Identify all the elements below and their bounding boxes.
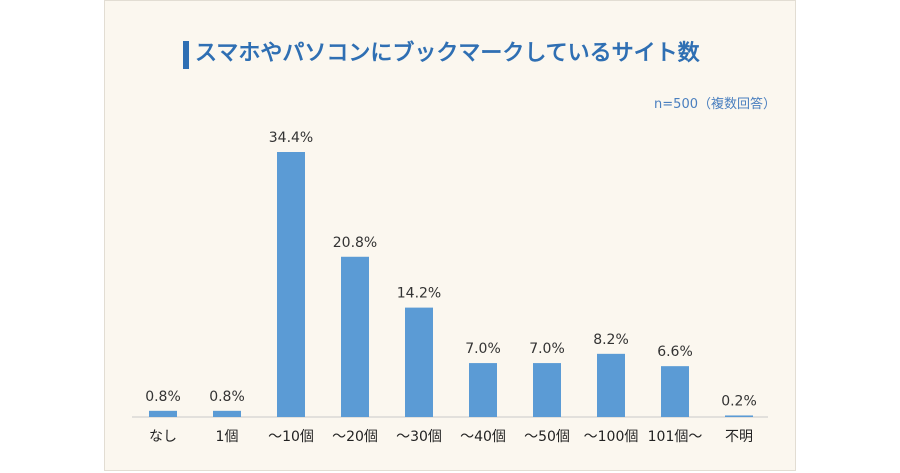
bar-4 xyxy=(405,307,433,417)
bar-6 xyxy=(533,363,561,417)
category-label-5: ～40個 xyxy=(460,429,506,445)
category-label-9: 不明 xyxy=(725,429,753,445)
chart-title: スマホやパソコンにブックマークしているサイト数 xyxy=(195,41,700,66)
category-labels-group: なし 1個 ～10個 ～20個 ～30個 ～40個 ～50個 ～100個 101個～ 不明 xyxy=(149,429,753,445)
title-accent-bar xyxy=(183,41,189,69)
bar-0 xyxy=(149,410,177,417)
sample-size-note: n=500（複数回答） xyxy=(654,97,776,112)
bar-1 xyxy=(213,410,241,417)
value-label-3: 20.8% xyxy=(333,235,377,251)
value-label-2: 34.4% xyxy=(269,130,313,146)
value-labels-group: 0.8% 0.8% 34.4% 20.8% 14.2% 7.0% 7.0% 8.2% 6.6% 0… xyxy=(145,130,757,409)
value-label-8: 6.6% xyxy=(657,344,693,360)
category-label-6: ～50個 xyxy=(524,429,570,445)
value-label-0: 0.8% xyxy=(145,389,181,405)
value-label-5: 7.0% xyxy=(465,341,501,357)
value-label-4: 14.2% xyxy=(397,286,441,302)
bar-3 xyxy=(341,256,369,417)
category-label-1: 1個 xyxy=(216,429,239,445)
category-label-0: なし xyxy=(149,429,177,445)
value-label-7: 8.2% xyxy=(593,332,629,348)
category-label-3: ～20個 xyxy=(332,429,378,445)
category-label-4: ～30個 xyxy=(396,429,442,445)
value-label-9: 0.2% xyxy=(721,393,757,409)
bar-7 xyxy=(597,353,625,417)
value-label-6: 7.0% xyxy=(529,341,565,357)
bars-group xyxy=(149,152,753,417)
bar-9 xyxy=(725,415,753,417)
bar-5 xyxy=(469,363,497,417)
bar-8 xyxy=(661,366,689,417)
category-label-8: 101個～ xyxy=(648,429,703,445)
category-label-7: ～100個 xyxy=(584,429,639,445)
value-label-1: 0.8% xyxy=(209,389,245,405)
bar-2 xyxy=(277,152,305,417)
category-label-2: ～10個 xyxy=(268,429,314,445)
